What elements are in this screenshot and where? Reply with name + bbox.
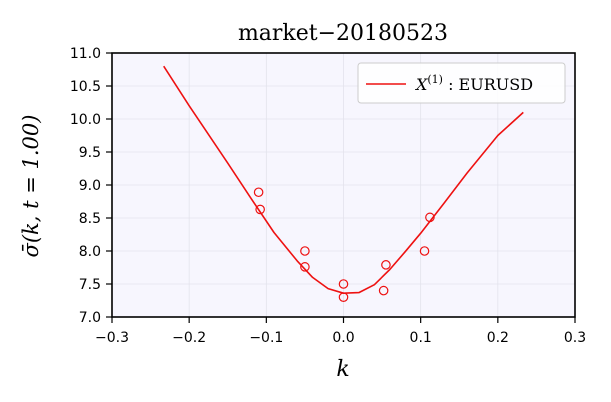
y-tick-label: 9.5 [79,145,101,161]
y-tick-label: 7.0 [79,310,101,326]
legend: X(1) : EURUSD [357,62,566,104]
y-tick-label: 7.5 [79,277,101,293]
legend-label: X(1) : EURUSD [414,73,533,94]
chart-title: market−20180523 [238,21,448,46]
y-tick-label: 8.5 [79,211,101,227]
data-points [253,187,435,302]
x-tick-label: −0.2 [172,330,206,346]
y-tick-label: 11.0 [70,46,101,62]
y-tick-label: 8.0 [79,244,101,260]
data-point [255,204,265,215]
x-axis-label: k [336,357,349,382]
data-point [425,212,435,223]
x-tick-label: 0.0 [332,330,354,346]
x-axis-ticks: −0.3 −0.2 −0.1 0.0 0.1 0.2 0.3 [95,317,586,346]
legend-label-rest: : EURUSD [443,75,533,94]
y-tick-label: 10.0 [70,112,101,128]
x-tick-label: −0.3 [95,330,129,346]
y-tick-label: 9.0 [79,178,101,194]
data-point [338,279,349,289]
x-tick-label: −0.1 [249,330,283,346]
y-axis-label: σ̄(k, t = 1.00) [19,115,43,258]
x-tick-label: 0.3 [564,330,586,346]
x-tick-label: 0.2 [487,330,509,346]
data-point [300,246,310,256]
data-point [378,285,389,296]
data-point [253,187,264,198]
data-point [338,292,349,302]
data-point [381,260,391,270]
data-point [300,262,310,272]
y-tick-label: 10.5 [70,79,101,95]
legend-label-main: X [414,75,428,94]
fit-line [163,65,524,294]
legend-box [357,62,566,104]
legend-label-superscript: (1) [427,73,443,86]
x-tick-label: 0.1 [410,330,432,346]
y-axis-ticks: 7.0 7.5 8.0 8.5 9.0 9.5 10.0 10.5 11.0 [70,46,112,326]
data-point [419,246,430,256]
